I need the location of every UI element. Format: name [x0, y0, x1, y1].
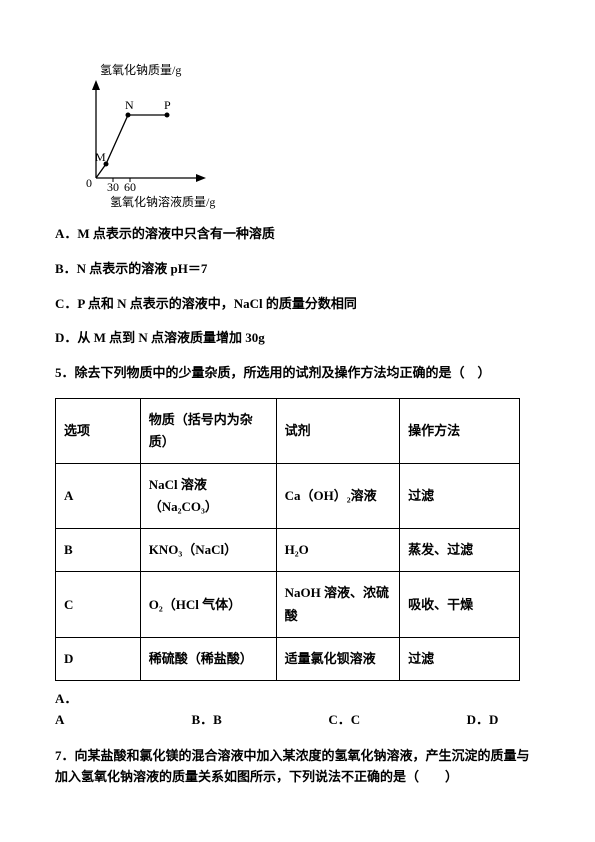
x-axis-label: 氢氧化钠溶液质量/g [110, 194, 215, 209]
th-method: 操作方法 [400, 398, 520, 463]
choice-d: D．D [467, 710, 499, 731]
table-row: B KNO₃（NaCl） H₂O 蒸发、过滤 [56, 529, 520, 572]
label-p: P [164, 98, 171, 112]
point-p [165, 113, 170, 118]
answer-choices: A．A B．B C．C D．D [55, 689, 540, 731]
origin-label: 0 [86, 176, 92, 190]
question-5: 5．除去下列物质中的少量杂质，所选用的试剂及操作方法均正确的是（ ） [55, 363, 540, 384]
chart-svg: 氢氧化钠质量/g 0 M N P 30 60 氢氧化钠溶液质量/g [70, 60, 270, 210]
choice-b: B．B [192, 710, 222, 731]
option-b: B．N 点表示的溶液 pH＝7 [55, 259, 540, 280]
y-arrow [92, 80, 100, 90]
cell: 稀硫酸（稀盐酸） [140, 637, 276, 680]
th-reagent: 试剂 [276, 398, 400, 463]
choice-c: C．C [328, 710, 360, 731]
cell: 过滤 [400, 637, 520, 680]
option-c: C．P 点和 N 点表示的溶液中，NaCl 的质量分数相同 [55, 294, 540, 315]
impurity-table: 选项 物质（括号内为杂质） 试剂 操作方法 A NaCl 溶液（Na₂CO₃） … [55, 398, 520, 681]
cell: D [56, 637, 141, 680]
cell: H₂O [276, 529, 400, 572]
cell: NaOH 溶液、浓硫酸 [276, 572, 400, 637]
point-n [126, 113, 131, 118]
cell: O₂（HCl 气体） [140, 572, 276, 637]
curve [96, 115, 167, 178]
table-header-row: 选项 物质（括号内为杂质） 试剂 操作方法 [56, 398, 520, 463]
table-row: C O₂（HCl 气体） NaOH 溶液、浓硫酸 吸收、干燥 [56, 572, 520, 637]
cell: 适量氯化钡溶液 [276, 637, 400, 680]
chart-precipitate-mass: 氢氧化钠质量/g 0 M N P 30 60 氢氧化钠溶液质量/g [70, 60, 270, 210]
cell: Ca（OH）₂溶液 [276, 464, 400, 529]
question-7: 7．向某盐酸和氯化镁的混合溶液中加入某浓度的氢氧化钠溶液，产生沉淀的质量与加入氢… [55, 746, 540, 788]
xtick-label-2: 60 [124, 180, 136, 194]
cell: KNO₃（NaCl） [140, 529, 276, 572]
cell: 过滤 [400, 464, 520, 529]
cell: NaCl 溶液（Na₂CO₃） [140, 464, 276, 529]
xtick-label-1: 30 [107, 180, 119, 194]
x-arrow [196, 174, 206, 182]
option-a: A．M 点表示的溶液中只含有一种溶质 [55, 224, 540, 245]
cell: 吸收、干燥 [400, 572, 520, 637]
th-substance: 物质（括号内为杂质） [140, 398, 276, 463]
cell: B [56, 529, 141, 572]
table-row: D 稀硫酸（稀盐酸） 适量氯化钡溶液 过滤 [56, 637, 520, 680]
choice-a: A．A [55, 689, 85, 731]
cell: C [56, 572, 141, 637]
cell: A [56, 464, 141, 529]
label-n: N [125, 98, 134, 112]
table-row: A NaCl 溶液（Na₂CO₃） Ca（OH）₂溶液 过滤 [56, 464, 520, 529]
label-m: M [95, 150, 106, 164]
option-d: D．从 M 点到 N 点溶液质量增加 30g [55, 328, 540, 349]
y-axis-label: 氢氧化钠质量/g [100, 62, 181, 77]
th-option: 选项 [56, 398, 141, 463]
cell: 蒸发、过滤 [400, 529, 520, 572]
